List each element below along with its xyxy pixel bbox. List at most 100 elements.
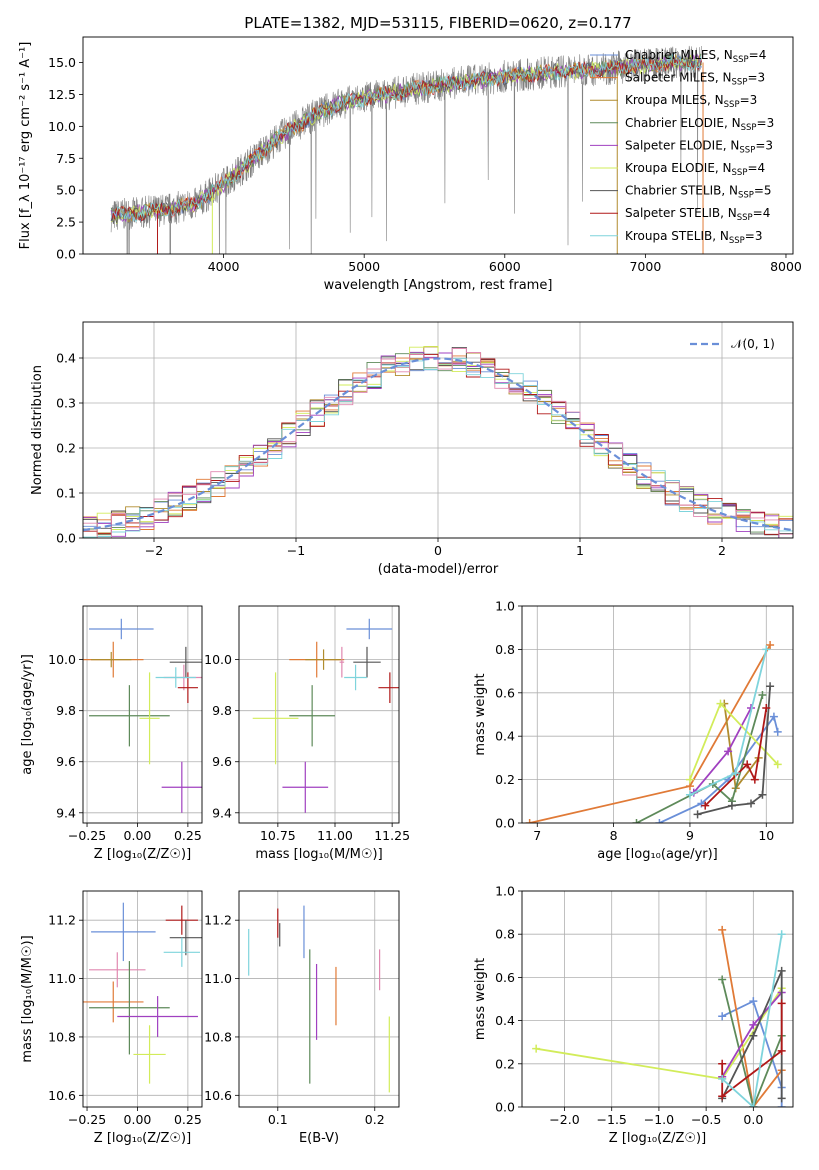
x-axis-label: E(B-V)	[299, 1131, 339, 1146]
legend-label: Chabrier STELIB, NSSP=5	[625, 184, 772, 201]
y-tick-label: 9.8	[56, 703, 76, 718]
axes-frame	[82, 321, 794, 539]
data-point	[252, 672, 299, 765]
x-tick-label: 0.25	[174, 828, 202, 843]
legend-label: Kroupa ELODIE, NSSP=4	[625, 161, 765, 178]
series-marker	[724, 747, 733, 756]
y-tick-label: 0.4	[495, 1013, 515, 1028]
series-marker	[632, 819, 641, 823]
x-tick-label: −2.0	[549, 1112, 579, 1127]
y-tick-label: 1.0	[495, 884, 515, 899]
x-axis-label: (data-model)/error	[378, 562, 499, 577]
y-tick-label: 0.4	[495, 729, 515, 744]
errorbars	[83, 902, 202, 1084]
data-point	[353, 646, 381, 678]
series-marker	[773, 760, 782, 769]
y-tick-label: 0.8	[495, 642, 515, 657]
y-tick-label: 0.4	[56, 351, 76, 366]
y-tick-label: 9.4	[212, 805, 232, 820]
y-tick-label: 11.2	[48, 913, 76, 928]
x-axis-label: Z [log₁₀(Z/Z☉)]	[94, 1131, 191, 1146]
data-point	[305, 649, 342, 670]
series-marker	[777, 966, 786, 975]
x-tick-label: −1.5	[597, 1112, 627, 1127]
x-tick-label: 7	[533, 828, 541, 843]
y-tick-label: 5.0	[56, 183, 76, 198]
data-point	[344, 664, 367, 691]
series-marker	[762, 645, 771, 654]
y-tick-label: 10.0	[204, 652, 232, 667]
x-tick-label: 11.25	[374, 828, 410, 843]
y-axis-label: mass [log₁₀(M/M☉)]	[20, 935, 35, 1062]
y-tick-label: 9.6	[56, 754, 76, 769]
axes-frame	[82, 890, 203, 1108]
x-tick-label: 9	[686, 828, 694, 843]
spectrum-lines	[110, 45, 704, 254]
x-tick-label: 0	[434, 543, 442, 558]
chart-z-age: −0.25 0.00 0.25 9.4 9.6 9.8 10.0 Z [log₁₀(Z/Z☉)…	[20, 605, 203, 862]
chart-z-mass: −0.25 0.00 0.25 10.6 10.8 11.0 11.2 Z [log₁₀(Z/…	[20, 890, 203, 1146]
y-tick-label: 10.8	[204, 1029, 232, 1044]
series-marker	[701, 801, 710, 810]
series-marker	[532, 1044, 541, 1053]
x-tick-label: 11.00	[317, 828, 353, 843]
series-marker	[525, 819, 534, 823]
series-marker	[762, 703, 771, 712]
chart-mass-age: 10.75 11.00 11.25 9.4 9.6 9.8 10.0 mass [log₁₀(…	[204, 605, 410, 862]
x-axis-label: age [log₁₀(age/yr)]	[597, 847, 718, 862]
y-tick-label: 0.8	[495, 927, 515, 942]
x-tick-label: 0.0	[743, 1112, 763, 1127]
y-tick-label: 0.6	[495, 685, 515, 700]
y-tick-label: 0.0	[495, 1100, 515, 1115]
y-axis-label: mass weight	[473, 673, 488, 755]
x-tick-label: 6000	[489, 259, 521, 274]
y-tick-label: 11.0	[204, 971, 232, 986]
x-tick-label: 10.75	[260, 828, 296, 843]
y-tick-label: 9.4	[56, 805, 76, 820]
x-tick-label: 10	[758, 828, 774, 843]
data-point	[169, 920, 202, 956]
data-point	[289, 685, 335, 747]
series-marker	[777, 930, 786, 939]
y-tick-label: 11.0	[48, 971, 76, 986]
x-tick-label: −1	[287, 543, 305, 558]
legend-label: Chabrier ELODIE, NSSP=3	[625, 116, 774, 133]
model-spectrum-line	[110, 55, 702, 225]
series-marker	[758, 790, 767, 799]
legend-label: Chabrier MILES, NSSP=4	[625, 48, 766, 65]
y-axis-label: mass weight	[473, 958, 488, 1040]
x-tick-label: 7000	[629, 259, 661, 274]
chart-title: PLATE=1382, MJD=53115, FIBERID=0620, z=0…	[244, 14, 631, 32]
chart-ebv-mass: 0.1 0.2 10.6 10.8 11.0 11.2 E(B-V)	[204, 890, 400, 1146]
series-marker	[749, 1020, 758, 1029]
axes-frame	[238, 890, 400, 1108]
series-marker	[716, 699, 725, 708]
series-marker	[718, 1074, 727, 1083]
x-tick-label: 0.2	[365, 1112, 385, 1127]
data-point	[165, 905, 198, 935]
data-point	[133, 1025, 166, 1084]
legend-label: Kroupa MILES, NSSP=3	[625, 93, 757, 110]
data-point	[346, 618, 393, 640]
y-tick-label: 9.8	[212, 703, 232, 718]
series-marker	[685, 790, 694, 799]
errorbars	[248, 905, 390, 1093]
series-marker	[766, 682, 775, 691]
x-tick-label: 0.00	[124, 1112, 152, 1127]
y-tick-label: 9.6	[212, 754, 232, 769]
y-tick-label: 0.2	[56, 441, 76, 456]
axes-frame	[82, 36, 794, 255]
legend-label: Salpeter ELODIE, NSSP=3	[625, 138, 773, 155]
histograms	[83, 345, 793, 538]
x-tick-label: −0.25	[68, 1112, 106, 1127]
y-axis-label: Normed distribution	[30, 365, 45, 495]
y-tick-label: 0.2	[495, 1056, 515, 1071]
chart-spectrum: 4000 5000 6000 7000 8000 0.0 2.5 5.0 7.5 10.0 12.5…	[18, 14, 802, 293]
histogram-step	[83, 353, 793, 535]
series-marker	[718, 975, 727, 984]
x-tick-label: −0.5	[691, 1112, 721, 1127]
data-point	[89, 952, 146, 988]
y-tick-label: 0.6	[495, 970, 515, 985]
y-tick-label: 10.8	[48, 1029, 76, 1044]
